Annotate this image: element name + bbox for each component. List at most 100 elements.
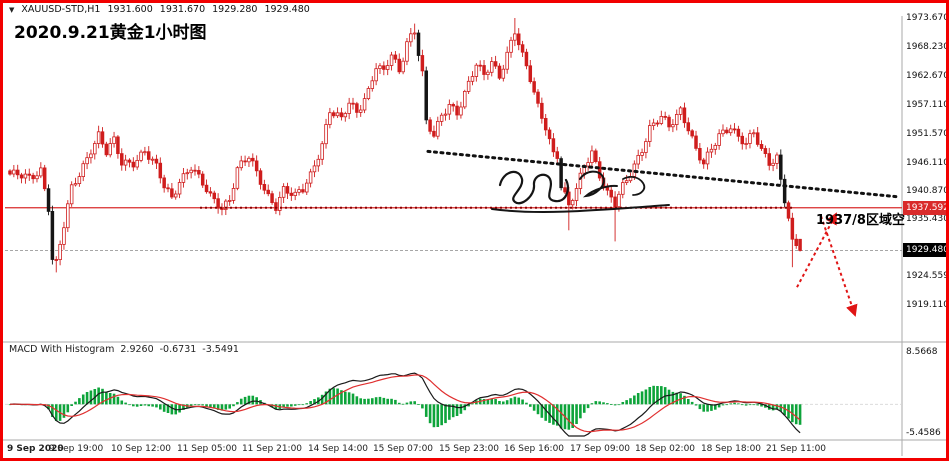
- candle: [516, 28, 521, 51]
- candle: [698, 143, 702, 164]
- candle: [212, 190, 217, 204]
- candle: [574, 183, 579, 206]
- candle: [578, 167, 583, 195]
- candle: [497, 63, 502, 80]
- candle: [455, 100, 459, 120]
- macd-value-3: -3.5491: [202, 344, 239, 355]
- macd-name: MACD With Histogram: [9, 344, 115, 355]
- price-axis-label: 1973.670: [906, 13, 949, 23]
- macd-value-2: -0.6731: [159, 344, 197, 355]
- candle: [694, 130, 698, 151]
- candle: [200, 171, 205, 188]
- candle: [570, 198, 575, 210]
- candle: [135, 154, 139, 170]
- candle: [663, 111, 667, 121]
- candle: [362, 93, 367, 114]
- price-axis-label: 1968.230: [906, 42, 949, 52]
- candle: [58, 240, 62, 266]
- candle: [528, 60, 533, 84]
- candle: [112, 131, 116, 148]
- macd-panel: [8, 372, 802, 437]
- candle: [513, 18, 517, 47]
- candle: [355, 101, 359, 118]
- candle: [713, 142, 718, 155]
- candle: [123, 154, 128, 171]
- candle: [69, 181, 74, 207]
- time-axis-label: 15 Sep 07:00: [372, 444, 434, 454]
- main-chart-plot[interactable]: [3, 3, 946, 458]
- candle: [170, 183, 174, 199]
- candle: [640, 148, 644, 161]
- macd-scale-bottom: -5.4586: [906, 428, 941, 438]
- candle: [740, 132, 745, 150]
- symbol-name: XAUUSD-STD,H1: [21, 4, 101, 15]
- candle: [23, 169, 28, 184]
- grid-lines: [3, 16, 946, 456]
- candle: [62, 221, 66, 250]
- candle: [605, 183, 610, 196]
- candle: [463, 89, 467, 110]
- candle: [393, 51, 398, 63]
- candle: [567, 186, 571, 231]
- candle: [139, 149, 143, 163]
- time-axis-label: 15 Sep 23:00: [438, 444, 500, 454]
- candle: [744, 137, 748, 150]
- candle: [493, 55, 498, 69]
- candle: [335, 107, 340, 118]
- current-price-tag: 1929.480: [903, 243, 946, 257]
- candle: [96, 125, 101, 149]
- candle: [89, 149, 93, 164]
- chart-dropdown-icon[interactable]: ▼: [9, 5, 15, 14]
- candle: [786, 200, 791, 222]
- candle: [231, 183, 236, 204]
- candle: [771, 158, 775, 172]
- candle: [667, 114, 671, 132]
- candle: [459, 101, 463, 119]
- candle: [347, 97, 351, 120]
- candle: [478, 60, 482, 72]
- candle: [547, 127, 552, 145]
- candle: [397, 53, 401, 75]
- ohlc-high: 1931.670: [159, 4, 206, 15]
- candle: [281, 183, 286, 203]
- symbol-bar: ▼ XAUUSD-STD,H1 1931.600 1931.670 1929.2…: [9, 4, 310, 15]
- candle: [308, 168, 313, 188]
- candle: [162, 174, 166, 193]
- candle: [316, 154, 321, 172]
- candle: [655, 120, 660, 127]
- candle: [405, 38, 409, 66]
- candle: [401, 57, 405, 75]
- candle: [185, 168, 190, 180]
- price-axis-label: 1935.430: [906, 214, 949, 224]
- candle: [378, 63, 382, 74]
- candle: [150, 156, 155, 165]
- candle: [728, 124, 733, 136]
- candle: [509, 36, 513, 58]
- candle: [474, 63, 479, 82]
- candle: [116, 135, 120, 159]
- candle: [551, 133, 556, 157]
- candle: [613, 191, 617, 242]
- candle: [779, 149, 783, 185]
- candle: [146, 146, 151, 164]
- candle: [181, 168, 186, 188]
- candle: [154, 154, 159, 169]
- candle: [320, 141, 324, 165]
- candle: [227, 195, 232, 206]
- candle: [451, 102, 455, 112]
- candle: [85, 152, 89, 170]
- candle: [358, 105, 363, 117]
- candle: [339, 107, 344, 121]
- candle: [31, 172, 35, 184]
- candle: [636, 149, 640, 169]
- candle: [389, 51, 394, 71]
- overlay-lines: [200, 149, 899, 317]
- candle: [197, 166, 201, 179]
- candle: [439, 112, 444, 126]
- candle: [293, 188, 297, 201]
- candle: [798, 238, 802, 252]
- candle: [50, 205, 55, 265]
- candle: [289, 187, 294, 201]
- candle: [278, 191, 282, 216]
